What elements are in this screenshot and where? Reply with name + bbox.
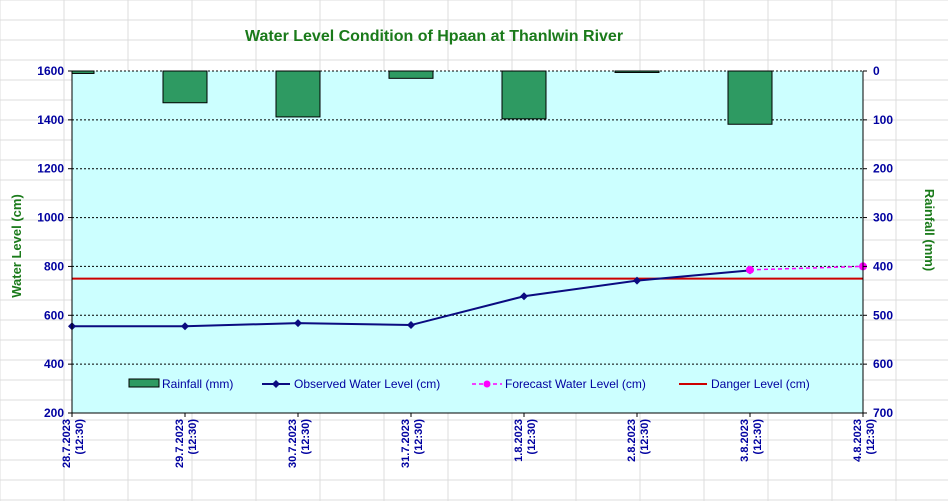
y-axis-right-title: Rainfall (mm) (922, 189, 937, 271)
rainfall-bars (71, 70, 773, 125)
y-right-tick-label: 100 (873, 113, 893, 127)
x-tick-label-date: 29.7.2023 (174, 419, 186, 468)
rainfall-bar (388, 70, 434, 79)
y-right-tick-label: 200 (873, 162, 893, 176)
legend-forecast-marker (483, 380, 491, 388)
y-right-tick-label: 400 (873, 259, 893, 273)
legend-observed-label: Observed Water Level (cm) (294, 377, 440, 391)
rainfall-bar (275, 70, 321, 118)
legend-forecast-label: Forecast Water Level (cm) (505, 377, 646, 391)
y-axis-left-title: Water Level (cm) (9, 194, 24, 298)
observed-point (181, 322, 189, 331)
rainfall-bar (614, 70, 660, 73)
y-left-tick-label: 200 (44, 406, 64, 420)
x-tick-label-time: (12:30) (752, 419, 764, 455)
forecast-water-level-line (749, 265, 864, 271)
rainfall-bar (727, 70, 773, 125)
y-left-tick-label: 1600 (37, 64, 64, 78)
x-tick-label-time: (12:30) (865, 419, 877, 455)
y-right-tick-label: 0 (873, 64, 880, 78)
observed-point (520, 292, 528, 301)
rainfall-bar (71, 70, 95, 74)
x-tick-group: 3.8.2023 (12:30) (739, 419, 764, 462)
x-tick-label-date: 1.8.2023 (513, 419, 525, 462)
y-left-tick-label: 1400 (37, 113, 64, 127)
x-tick-group: 31.7.2023 (12:30) (400, 419, 425, 468)
y-left-tick-label: 400 (44, 357, 64, 371)
observed-point (633, 276, 641, 285)
x-tick-group: 1.8.2023 (12:30) (513, 419, 538, 462)
x-tick-label-date: 28.7.2023 (61, 419, 73, 468)
x-tick-label-time: (12:30) (526, 419, 538, 455)
x-tick-label-date: 4.8.2023 (852, 419, 864, 462)
y-right-tick-label: 500 (873, 308, 893, 322)
legend-rainfall-label: Rainfall (mm) (162, 377, 233, 391)
x-tick-group: 28.7.2023 (12:30) (61, 419, 86, 468)
legend: Rainfall (mm) Observed Water Level (cm) Fo… (128, 377, 810, 391)
rainfall-bar (162, 70, 208, 104)
x-tick-label-date: 31.7.2023 (400, 419, 412, 468)
axes: 200 400 600 800 1000 1200 1400 1600 0 100 200 300 40… (37, 64, 893, 468)
x-tick-label-time: (12:30) (413, 419, 425, 455)
x-tick-label-time: (12:30) (74, 419, 86, 455)
y-left-tick-label: 1000 (37, 211, 64, 225)
x-tick-label-time: (12:30) (639, 419, 651, 455)
x-tick-label-time: (12:30) (300, 419, 312, 455)
chart-title: Water Level Condition of Hpaan at Thanlw… (245, 28, 623, 45)
rainfall-bar (501, 70, 547, 120)
x-tick-group: 2.8.2023 (12:30) (626, 419, 651, 462)
x-tick-label-date: 30.7.2023 (287, 419, 299, 468)
x-tick-group: 29.7.2023 (12:30) (174, 419, 199, 468)
observed-point (407, 321, 415, 330)
y-right-tick-label: 600 (873, 357, 893, 371)
y-left-tick-label: 1200 (37, 162, 64, 176)
legend-observed-marker (272, 380, 280, 388)
y-right-tick-label: 700 (873, 406, 893, 420)
forecast-point (746, 265, 754, 274)
lines-layer (68, 262, 867, 331)
x-tick-group: 30.7.2023 (12:30) (287, 419, 312, 468)
y-right-tick-label: 300 (873, 211, 893, 225)
legend-danger-label: Danger Level (cm) (711, 377, 810, 391)
x-tick-label-time: (12:30) (187, 419, 199, 455)
x-tick-label-date: 3.8.2023 (739, 419, 751, 462)
observed-point (294, 319, 302, 328)
y-left-tick-label: 600 (44, 308, 64, 322)
x-tick-label-date: 2.8.2023 (626, 419, 638, 462)
legend-rainfall-swatch (128, 378, 160, 388)
y-left-tick-label: 800 (44, 259, 64, 273)
x-tick-group: 4.8.2023 (12:30) (852, 419, 877, 462)
plot-area (72, 71, 863, 413)
